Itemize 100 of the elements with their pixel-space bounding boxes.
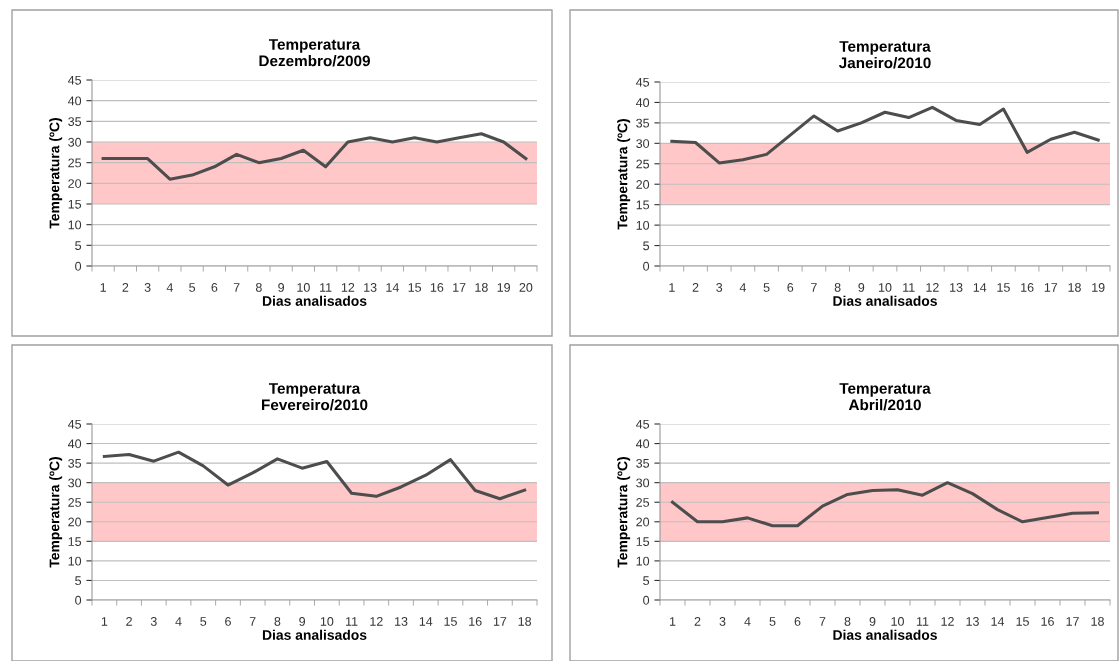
x-tick-label: 17 (493, 617, 507, 626)
x-tick-label: 16 (1041, 617, 1054, 626)
x-axis-title: Dias analisados (262, 629, 367, 640)
x-tick-label: 16 (1021, 283, 1034, 292)
x-tick-label: 7 (249, 617, 256, 626)
y-tick-label: 30 (636, 139, 650, 148)
x-tick-label: 8 (274, 617, 281, 626)
x-tick-label: 16 (430, 283, 444, 292)
x-tick-label: 13 (966, 617, 979, 626)
x-tick-label: 2 (122, 283, 129, 292)
x-tick-label: 15 (1016, 617, 1029, 626)
x-tick-label: 2 (694, 617, 701, 626)
y-tick-label: 15 (68, 199, 82, 209)
x-tick-label: 15 (997, 283, 1010, 292)
y-tick-label: 5 (643, 576, 650, 586)
x-tick-label: 1 (101, 617, 108, 626)
x-tick-label: 10 (891, 617, 904, 626)
x-tick-label: 6 (794, 617, 801, 626)
y-tick-label: 40 (67, 439, 82, 449)
x-tick-label: 5 (200, 617, 207, 626)
x-tick-label: 7 (811, 283, 817, 292)
x-tick-label: 11 (903, 283, 915, 292)
x-tick-label: 9 (299, 617, 306, 626)
y-tick-label: 0 (643, 261, 650, 271)
y-tick-label: 20 (68, 517, 82, 527)
x-tick-label: 13 (364, 283, 377, 292)
x-tick-label: 1 (669, 283, 675, 292)
x-axis-title: Dias analisados (262, 295, 367, 306)
x-tick-label: 10 (320, 617, 334, 626)
x-tick-label: 8 (834, 283, 841, 292)
x-tick-label: 2 (692, 283, 699, 292)
y-tick-label: 35 (636, 118, 650, 128)
y-tick-label: 10 (636, 220, 650, 230)
y-tick-label: 20 (636, 517, 650, 527)
chart-title: Temperatura Janeiro/2010 (838, 41, 931, 69)
x-tick-label: 14 (386, 283, 399, 292)
y-tick-label: 35 (68, 117, 82, 126)
y-axis-title: Temperatura (ºC) (617, 119, 631, 230)
x-tick-label: 16 (469, 617, 482, 626)
y-tick-label: 25 (68, 498, 82, 507)
y-tick-label: 25 (636, 159, 650, 169)
x-tick-label: 6 (211, 283, 218, 292)
line-series (101, 132, 528, 181)
x-tick-label: 18 (475, 283, 488, 292)
x-tick-label: 11 (346, 617, 358, 626)
x-tick-label: 12 (941, 617, 954, 626)
x-tick-label: 5 (189, 283, 196, 292)
x-tick-label: 11 (320, 283, 332, 292)
x-tick-label: 9 (869, 617, 876, 626)
y-tick-label: 20 (68, 179, 82, 188)
x-tick-label: 7 (819, 617, 826, 626)
x-tick-label: 4 (175, 617, 182, 626)
y-tick-label: 35 (68, 458, 82, 468)
y-axis-title: Temperatura (ºC) (49, 118, 63, 229)
x-tick-label: 19 (1092, 283, 1105, 292)
x-tick-label: 14 (991, 617, 1005, 626)
y-tick-label: 15 (636, 537, 650, 546)
x-tick-label: 2 (126, 617, 132, 626)
y-tick-label: 20 (636, 180, 650, 189)
x-tick-label: 14 (973, 283, 987, 292)
y-tick-label: 10 (68, 556, 82, 566)
y-tick-label: 0 (643, 595, 650, 605)
line-series (102, 450, 527, 501)
x-tick-label: 4 (166, 283, 173, 292)
y-tick-label: 45 (635, 77, 650, 87)
x-tick-label: 3 (719, 617, 726, 626)
x-tick-label: 6 (787, 283, 794, 292)
y-tick-label: 40 (67, 96, 82, 106)
chart-title: Temperatura Dezembro/2009 (259, 39, 370, 67)
x-tick-label: 17 (1066, 617, 1079, 626)
x-tick-label: 9 (858, 283, 865, 292)
y-tick-label: 15 (68, 537, 82, 546)
y-tick-label: 30 (68, 137, 82, 147)
y-tick-label: 0 (75, 261, 82, 271)
x-tick-label: 7 (233, 283, 240, 292)
y-tick-label: 5 (75, 241, 82, 250)
x-tick-label: 18 (1091, 617, 1104, 626)
y-tick-label: 25 (68, 158, 82, 168)
x-tick-label: 12 (341, 283, 355, 292)
y-tick-label: 15 (636, 200, 650, 210)
x-tick-label: 4 (739, 283, 747, 292)
chart-title: Temperatura Fevereiro/2010 (262, 383, 368, 411)
x-tick-label: 10 (297, 283, 310, 292)
x-tick-label: 19 (497, 283, 510, 292)
y-axis-title: Temperatura (ºC) (49, 457, 63, 568)
x-tick-label: 10 (879, 283, 892, 292)
y-tick-label: 40 (635, 439, 650, 449)
x-tick-label: 15 (444, 617, 457, 626)
y-tick-label: 40 (635, 98, 650, 108)
y-tick-label: 30 (636, 478, 650, 488)
x-tick-label: 17 (453, 283, 466, 292)
x-tick-label: 3 (150, 617, 157, 626)
x-axis-title: Dias analisados (833, 629, 937, 640)
y-tick-label: 45 (67, 75, 82, 85)
y-tick-label: 5 (643, 241, 650, 251)
y-tick-label: 45 (67, 419, 82, 429)
x-tick-label: 13 (950, 283, 963, 292)
x-tick-label: 14 (419, 617, 433, 626)
x-tick-label: 18 (518, 617, 532, 626)
x-tick-label: 15 (408, 283, 422, 292)
